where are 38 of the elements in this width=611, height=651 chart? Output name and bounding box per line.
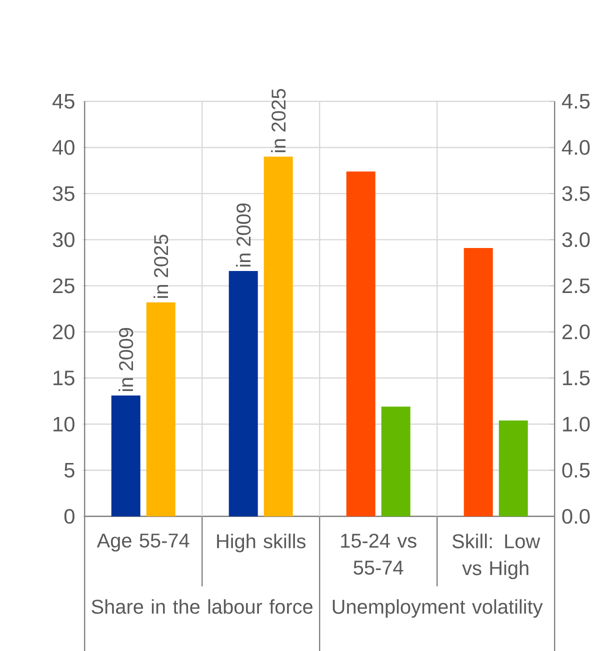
y2-tick-label: 2.5	[562, 278, 590, 294]
y-tick-label: 40	[52, 140, 74, 155]
x-tick-label: Age 55-74	[96, 534, 190, 552]
y2-tick-label: 0.0	[562, 508, 590, 524]
y-tick-label: 45	[52, 94, 74, 109]
y-tick-label: 35	[52, 186, 74, 201]
bar	[464, 248, 493, 516]
y-tick-label: 0	[64, 508, 74, 524]
y2-tick-label: 4.0	[562, 140, 590, 155]
bar	[498, 420, 528, 516]
y2-tick-label: 1.5	[563, 370, 590, 386]
bar	[146, 302, 176, 516]
bar	[346, 171, 376, 516]
x-tick-label: 15-24 vs 55-74	[341, 534, 416, 575]
x-tick-label: High skills	[217, 534, 306, 552]
y-tick-label: 10	[54, 416, 74, 432]
y2-tick-label: 3.0	[562, 232, 590, 248]
y2-tick-label: 3.5	[562, 186, 590, 201]
y-tick-label: 30	[52, 232, 74, 248]
bar	[381, 406, 410, 516]
y2-tick-label: 0.5	[562, 462, 590, 478]
y2-tick-label: 2.0	[562, 324, 590, 340]
text: Share in the labour force	[92, 599, 312, 614]
y-tick-label: 25	[53, 278, 74, 294]
y2-tick-label: 4.5	[562, 94, 590, 109]
text: in 2025	[271, 88, 286, 152]
bar	[111, 396, 140, 516]
y-tick-label: 20	[53, 324, 74, 340]
bar	[264, 156, 293, 516]
y2-tick-label: 1.0	[563, 416, 590, 432]
text: Unemployment volatility	[332, 599, 543, 618]
x-tick-label: Skill: Low vs High	[452, 534, 540, 580]
text: in 2009	[236, 203, 251, 267]
text: in 2025	[154, 234, 168, 298]
text: in 2009	[118, 328, 134, 392]
bar	[228, 271, 258, 516]
y-tick-label: 15	[54, 370, 74, 386]
y-tick-label: 5	[64, 462, 74, 478]
